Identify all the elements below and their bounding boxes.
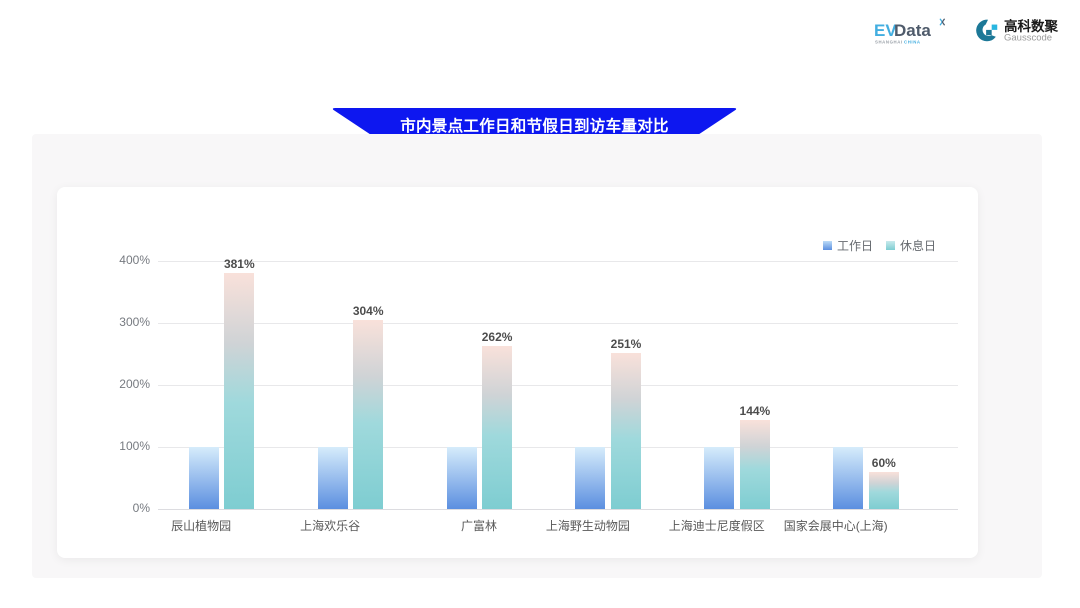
svg-text:Data: Data (894, 21, 931, 40)
svg-text:Gausscode: Gausscode (1004, 33, 1052, 44)
svg-text:SHANGHAI: SHANGHAI (875, 40, 903, 45)
svg-text:CHINA: CHINA (904, 40, 921, 45)
